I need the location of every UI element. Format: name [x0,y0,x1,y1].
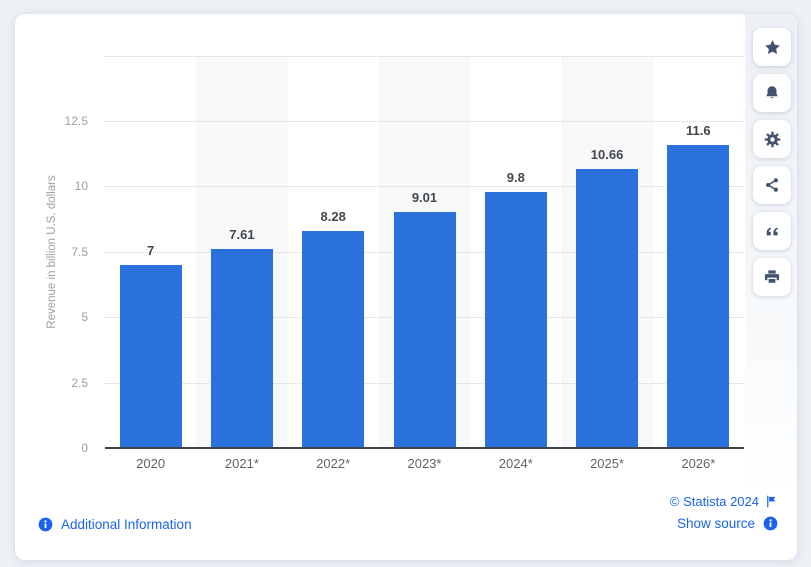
x-axis-label: 2021* [224,456,259,471]
show-source-link[interactable]: Show source [677,516,778,531]
printer-icon [764,269,780,285]
gridline [105,55,744,57]
additional-information-label: Additional Information [61,517,192,532]
footer-left: Additional Information [38,517,192,532]
bar-2022 [302,231,365,448]
gridline [105,121,744,122]
toolbar [745,14,797,560]
bar-2026 [667,144,730,448]
x-axis-label: 2026* [681,456,716,471]
x-axis-label: 2023* [407,456,442,471]
y-axis-tick-label: 10 [74,179,88,194]
y-axis-tick-label: 7.5 [71,244,88,259]
share-button[interactable] [753,166,791,204]
info-icon [38,517,53,532]
print-button[interactable] [753,258,791,296]
x-axis-label: 2025* [590,456,625,471]
x-axis-label: 2024* [498,456,533,471]
alerts-button[interactable] [753,74,791,112]
footer-right: © Statista 2024 Show source [670,494,778,531]
bar-2023 [393,212,456,448]
y-axis-tick-label: 0 [81,441,88,455]
bar-value-label: 7.61 [229,226,255,242]
chart-card: Revenue in billion U.S. dollars 0 2.5 5 7.5… [15,14,797,560]
quote-icon [765,224,780,239]
x-axis-label: 2020 [136,456,166,471]
flag-icon [765,495,778,508]
settings-button[interactable] [753,120,791,158]
additional-information-link[interactable]: Additional Information [38,517,192,532]
bar-2025 [576,169,639,448]
bar-value-label: 7 [147,242,155,258]
show-source-label: Show source [676,516,755,531]
bar-value-label: 11.6 [686,122,711,138]
bar-value-label: 9.8 [506,169,525,185]
bell-icon [764,85,780,101]
bar-2021 [210,248,273,448]
bar-value-label: 10.66 [590,147,624,163]
gridline [105,186,744,188]
info-icon [763,516,778,531]
y-axis-tick-label: 5 [81,310,88,325]
y-axis-tick-label: 12.5 [64,114,88,128]
bar-2020 [119,264,182,448]
gear-icon [764,131,781,148]
cite-button[interactable] [753,212,791,250]
favorite-button[interactable] [753,28,791,66]
statista-copyright-link[interactable]: © Statista 2024 [670,494,778,509]
x-axis-line [105,447,744,449]
bar-value-label: 9.01 [411,190,438,206]
plot-area: Revenue in billion U.S. dollars 0 2.5 5 7.5… [15,14,797,560]
bar-value-label: 8.28 [320,209,346,225]
copyright-label: © Statista 2024 [669,494,759,509]
bar-2024 [484,191,547,448]
share-icon [764,177,780,193]
y-axis-tick-label: 2.5 [71,375,88,390]
star-icon [764,39,781,56]
x-axis-label: 2022* [316,456,351,471]
